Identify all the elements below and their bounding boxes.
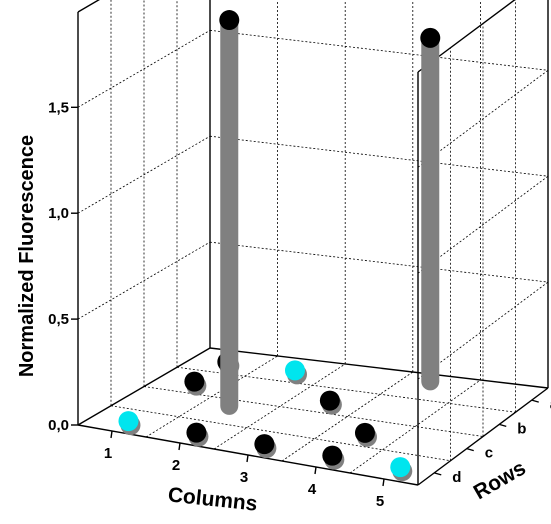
frame-edge — [77, 347, 211, 426]
data-point — [254, 434, 275, 455]
floor-grid-line — [349, 379, 481, 474]
x-tick-label: 1 — [104, 445, 112, 462]
data-point — [319, 390, 340, 411]
frame-edge — [417, 0, 516, 73]
y-tick-label: 1,0 — [48, 205, 69, 222]
frame-edge — [209, 347, 549, 389]
x-tick-label: 5 — [376, 493, 384, 510]
x-axis-title: Columns — [167, 483, 259, 515]
z-tick-label: a — [550, 396, 551, 413]
z-tick-mark — [531, 399, 539, 403]
data-marks — [118, 10, 441, 482]
x-tick-label: 4 — [308, 481, 317, 498]
x-tick-mark — [110, 430, 113, 439]
z-tick-mark — [434, 472, 442, 476]
back-wall-grid-line — [209, 135, 549, 177]
z-tick-label: d — [452, 469, 461, 486]
x-tick-mark — [382, 478, 385, 487]
y-axis-title: Normalized Fluorescence — [16, 135, 38, 377]
left-wall-grid-line — [77, 135, 211, 214]
data-point — [284, 360, 305, 381]
grid-layer — [77, 0, 549, 474]
data-point — [322, 445, 343, 466]
left-wall-grid-line — [77, 29, 211, 108]
tick-labels: 0,0 0,5 1,0 1,5 1 2 3 4 5 a b c d — [48, 99, 551, 510]
axes-frame — [71, 0, 549, 487]
x-tick-label: 2 — [172, 457, 180, 474]
x-tick-mark — [178, 442, 181, 451]
z-axis-title: Rows — [470, 456, 530, 504]
floor-grid-line — [143, 386, 484, 437]
floor-grid-line — [110, 405, 451, 462]
data-point — [118, 411, 139, 432]
right-wall-grid-line — [417, 281, 549, 380]
x-tick-mark — [314, 466, 317, 475]
back-wall-grid-line — [209, 241, 549, 283]
x-tick-mark — [246, 454, 249, 463]
data-point — [219, 10, 240, 31]
right-wall-grid-line — [417, 175, 549, 274]
data-point — [354, 422, 375, 443]
data-point — [186, 422, 207, 443]
data-point — [184, 371, 205, 392]
data-point — [420, 27, 441, 48]
z-tick-label: b — [517, 420, 526, 437]
y-tick-label: 0,5 — [48, 311, 69, 328]
back-wall-grid-line — [209, 29, 549, 71]
z-tick-mark — [466, 447, 474, 452]
x-tick-label: 3 — [240, 469, 248, 486]
y-tick-label: 1,5 — [48, 99, 69, 116]
y-tick-label: 0,0 — [48, 417, 69, 434]
left-wall-grid-line — [77, 241, 211, 320]
z-tick-mark — [499, 423, 507, 428]
z-tick-label: c — [485, 445, 493, 462]
frame-edge — [417, 387, 549, 486]
data-point — [390, 457, 411, 478]
right-wall-grid-line — [417, 69, 549, 168]
